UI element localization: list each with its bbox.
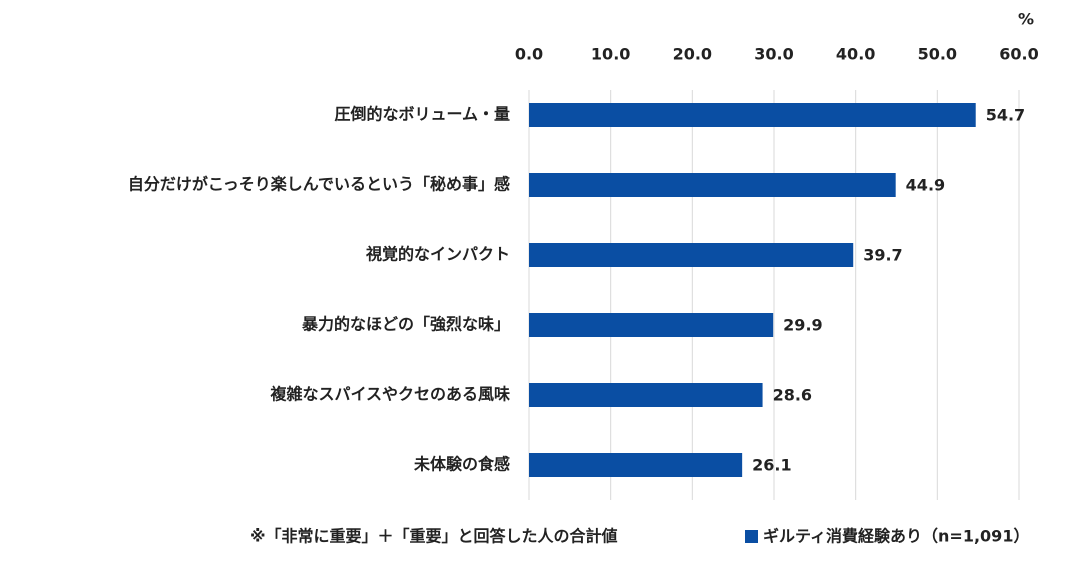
- x-tick-label: 30.0: [754, 45, 793, 64]
- value-label: 28.6: [773, 386, 812, 405]
- bar: [529, 313, 774, 337]
- bar: [529, 243, 854, 267]
- unit-label: %: [1018, 10, 1034, 29]
- bar: [529, 453, 743, 477]
- value-label: 54.7: [986, 106, 1025, 125]
- value-label: 29.9: [783, 316, 822, 335]
- x-tick-label: 40.0: [836, 45, 875, 64]
- y-tick-label: 自分だけがこっそり楽しんでいるという「秘め事」感: [128, 175, 510, 194]
- bar: [529, 103, 976, 127]
- footnote: ※「非常に重要」＋「重要」と回答した人の合計値: [250, 527, 618, 546]
- bar: [529, 173, 896, 197]
- y-tick-label: 暴力的なほどの「強烈な味」: [301, 315, 510, 334]
- x-tick-label: 50.0: [918, 45, 957, 64]
- y-tick-label: 未体験の食感: [413, 455, 510, 474]
- x-tick-label: 60.0: [999, 45, 1038, 64]
- value-label: 39.7: [863, 246, 902, 265]
- bar: [529, 383, 763, 407]
- legend-label: ギルティ消費経験あり（n=1,091）: [763, 527, 1029, 546]
- y-tick-label: 圧倒的なボリューム・量: [334, 105, 510, 124]
- x-tick-label: 10.0: [591, 45, 630, 64]
- value-label: 44.9: [906, 176, 945, 195]
- y-tick-label: 視覚的なインパクト: [365, 245, 510, 264]
- value-label: 26.1: [752, 456, 791, 475]
- x-tick-label: 0.0: [515, 45, 543, 64]
- legend-swatch: [745, 530, 758, 543]
- x-tick-label: 20.0: [673, 45, 712, 64]
- y-tick-label: 複雑なスパイスやクセのある風味: [269, 385, 510, 404]
